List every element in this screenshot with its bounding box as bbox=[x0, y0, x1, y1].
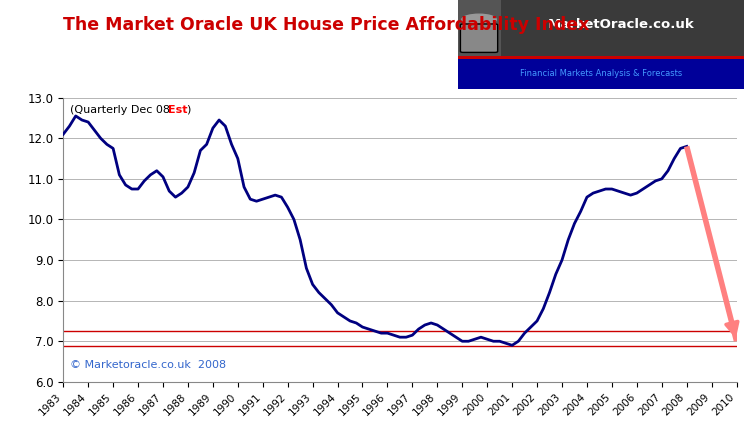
Bar bbox=[458, 58, 744, 89]
Bar bbox=[458, 56, 744, 59]
Text: MarketOracle.co.uk: MarketOracle.co.uk bbox=[548, 18, 694, 32]
Text: (Quarterly Dec 08: (Quarterly Dec 08 bbox=[70, 105, 173, 115]
Circle shape bbox=[462, 14, 496, 25]
Text: ): ) bbox=[187, 105, 190, 115]
Text: Est: Est bbox=[167, 105, 187, 115]
FancyBboxPatch shape bbox=[461, 24, 498, 52]
Text: Financial Markets Analysis & Forecasts: Financial Markets Analysis & Forecasts bbox=[519, 69, 682, 78]
Bar bbox=[458, 0, 501, 58]
Text: The Market Oracle UK House Price Affordability Index: The Market Oracle UK House Price Afforda… bbox=[63, 16, 589, 34]
Text: © Marketoracle.co.uk  2008: © Marketoracle.co.uk 2008 bbox=[70, 361, 226, 370]
